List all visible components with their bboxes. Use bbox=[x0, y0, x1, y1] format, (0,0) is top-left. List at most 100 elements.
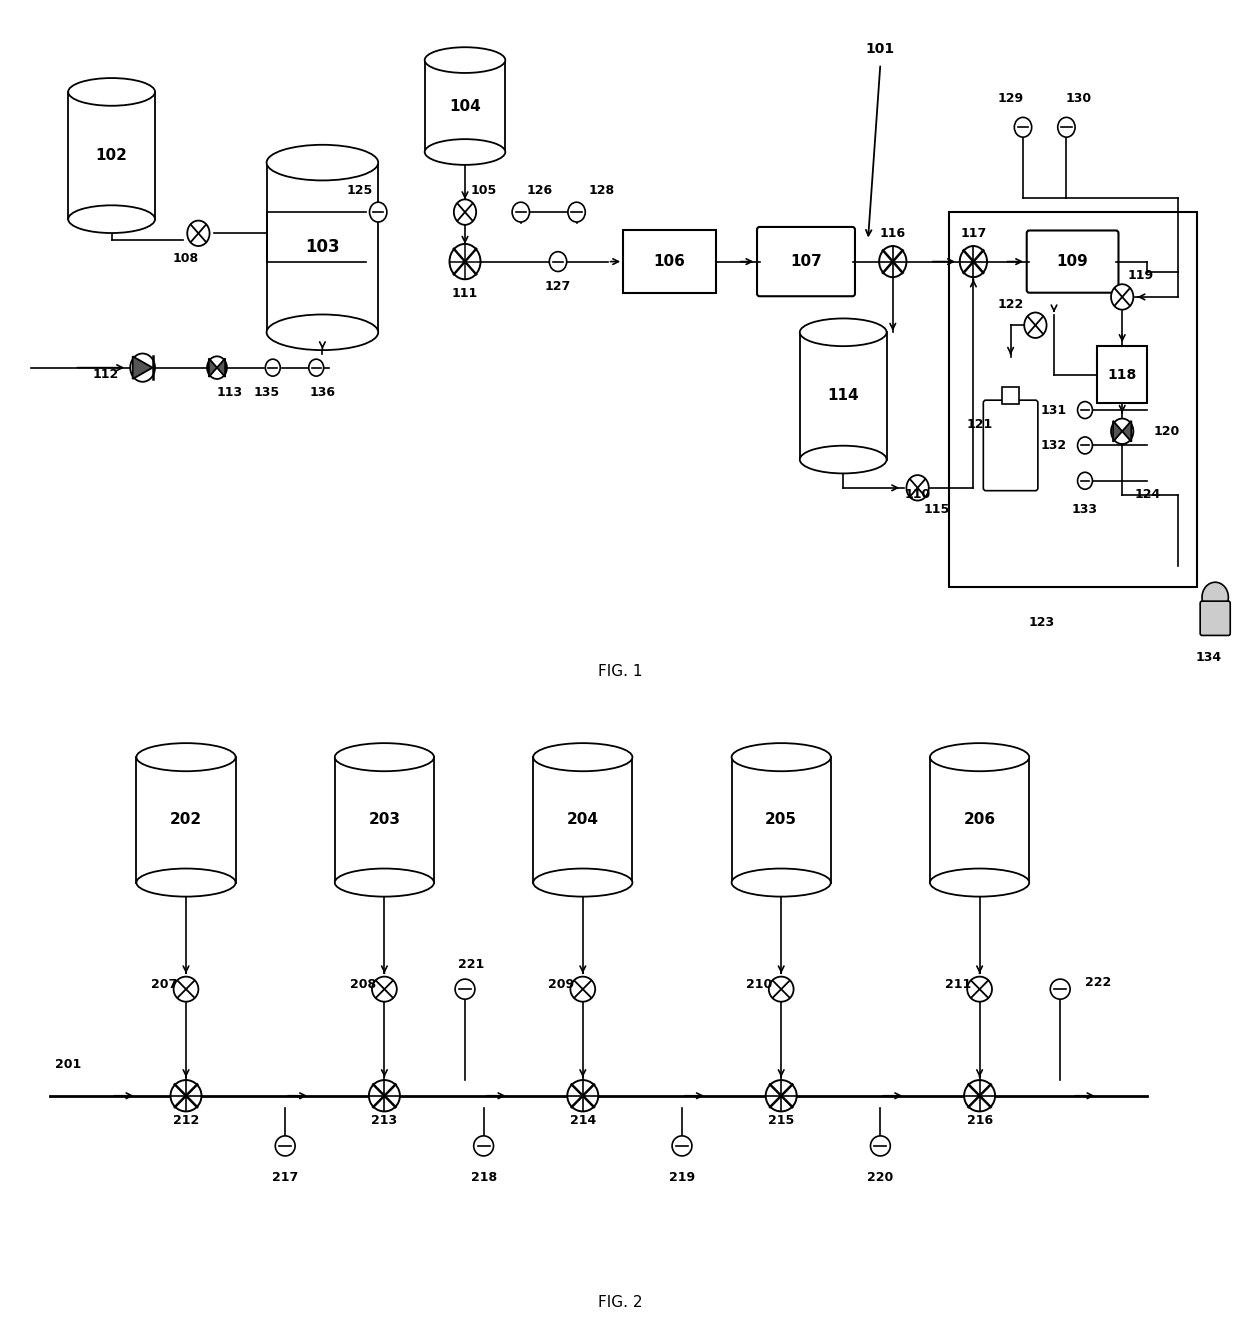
Text: 107: 107 bbox=[790, 253, 822, 269]
Bar bbox=[732, 758, 831, 883]
Text: FIG. 2: FIG. 2 bbox=[598, 1295, 642, 1310]
Bar bbox=[533, 758, 632, 883]
Circle shape bbox=[370, 1081, 399, 1111]
Circle shape bbox=[1202, 582, 1229, 612]
Ellipse shape bbox=[267, 145, 378, 180]
Circle shape bbox=[275, 1135, 295, 1157]
Text: 119: 119 bbox=[1127, 269, 1154, 283]
Text: 134: 134 bbox=[1195, 651, 1223, 664]
Bar bbox=[949, 212, 1197, 587]
Text: 110: 110 bbox=[904, 488, 931, 502]
Polygon shape bbox=[1114, 420, 1122, 442]
Text: 207: 207 bbox=[151, 978, 177, 991]
Circle shape bbox=[906, 475, 929, 500]
Ellipse shape bbox=[335, 743, 434, 771]
Circle shape bbox=[265, 359, 280, 376]
Text: 118: 118 bbox=[1107, 368, 1137, 382]
Text: 130: 130 bbox=[1065, 92, 1092, 105]
Text: 135: 135 bbox=[253, 386, 280, 399]
Text: 214: 214 bbox=[569, 1114, 596, 1127]
FancyBboxPatch shape bbox=[1027, 231, 1118, 292]
Polygon shape bbox=[217, 359, 226, 378]
Circle shape bbox=[455, 979, 475, 999]
Text: 213: 213 bbox=[371, 1114, 398, 1127]
Text: 217: 217 bbox=[272, 1171, 299, 1183]
Text: 109: 109 bbox=[1056, 253, 1089, 269]
Polygon shape bbox=[208, 359, 217, 378]
Text: 136: 136 bbox=[310, 386, 335, 399]
Polygon shape bbox=[1122, 420, 1131, 442]
Text: 208: 208 bbox=[350, 978, 376, 991]
Text: 220: 220 bbox=[867, 1171, 894, 1183]
Text: 105: 105 bbox=[470, 184, 497, 197]
Ellipse shape bbox=[136, 868, 236, 896]
Ellipse shape bbox=[533, 868, 632, 896]
Ellipse shape bbox=[800, 319, 887, 346]
Polygon shape bbox=[133, 356, 153, 379]
Text: 123: 123 bbox=[1028, 616, 1055, 628]
Ellipse shape bbox=[424, 139, 506, 165]
Ellipse shape bbox=[930, 743, 1029, 771]
Text: 212: 212 bbox=[172, 1114, 200, 1127]
Text: 101: 101 bbox=[866, 43, 895, 56]
Circle shape bbox=[171, 1081, 201, 1111]
Text: 201: 201 bbox=[55, 1058, 82, 1071]
Bar bbox=[800, 332, 887, 459]
Circle shape bbox=[1111, 284, 1133, 309]
Ellipse shape bbox=[68, 205, 155, 233]
Text: 221: 221 bbox=[458, 958, 485, 971]
Circle shape bbox=[1050, 979, 1070, 999]
Ellipse shape bbox=[68, 79, 155, 105]
Ellipse shape bbox=[267, 315, 378, 350]
Ellipse shape bbox=[136, 743, 236, 771]
Text: 205: 205 bbox=[765, 812, 797, 827]
Text: 129: 129 bbox=[997, 92, 1024, 105]
Circle shape bbox=[370, 203, 387, 221]
Circle shape bbox=[870, 1135, 890, 1157]
FancyBboxPatch shape bbox=[983, 400, 1038, 491]
Bar bbox=[930, 758, 1029, 883]
Text: 126: 126 bbox=[526, 184, 553, 197]
FancyBboxPatch shape bbox=[756, 227, 856, 296]
Text: 103: 103 bbox=[305, 239, 340, 256]
Bar bbox=[68, 92, 155, 219]
Text: 216: 216 bbox=[966, 1114, 993, 1127]
Text: 125: 125 bbox=[346, 184, 373, 197]
Circle shape bbox=[1078, 438, 1092, 454]
Text: 218: 218 bbox=[470, 1171, 497, 1183]
Ellipse shape bbox=[335, 868, 434, 896]
Text: 102: 102 bbox=[95, 148, 128, 163]
Text: 210: 210 bbox=[746, 978, 773, 991]
Circle shape bbox=[372, 976, 397, 1002]
Circle shape bbox=[187, 220, 210, 245]
Text: 122: 122 bbox=[997, 297, 1024, 311]
Circle shape bbox=[1014, 117, 1032, 137]
Circle shape bbox=[474, 1135, 494, 1157]
Bar bbox=[624, 229, 717, 293]
Circle shape bbox=[967, 976, 992, 1002]
Text: FIG. 1: FIG. 1 bbox=[598, 664, 642, 679]
Text: 108: 108 bbox=[172, 252, 200, 264]
Circle shape bbox=[512, 203, 529, 221]
Circle shape bbox=[568, 203, 585, 221]
Circle shape bbox=[1024, 312, 1047, 338]
Bar bbox=[1097, 347, 1147, 403]
Circle shape bbox=[1111, 419, 1133, 444]
Text: 132: 132 bbox=[1040, 439, 1066, 452]
Ellipse shape bbox=[930, 868, 1029, 896]
Text: 219: 219 bbox=[668, 1171, 696, 1183]
Text: 206: 206 bbox=[963, 812, 996, 827]
Circle shape bbox=[207, 356, 227, 379]
Text: 121: 121 bbox=[966, 418, 993, 431]
Text: 204: 204 bbox=[567, 812, 599, 827]
Bar bbox=[335, 758, 434, 883]
Ellipse shape bbox=[732, 743, 831, 771]
Text: 202: 202 bbox=[170, 812, 202, 827]
Text: 111: 111 bbox=[451, 287, 479, 300]
Circle shape bbox=[769, 976, 794, 1002]
Circle shape bbox=[1078, 402, 1092, 419]
Circle shape bbox=[965, 1081, 994, 1111]
Circle shape bbox=[449, 244, 481, 279]
Text: 127: 127 bbox=[544, 280, 572, 293]
Text: 215: 215 bbox=[768, 1114, 795, 1127]
